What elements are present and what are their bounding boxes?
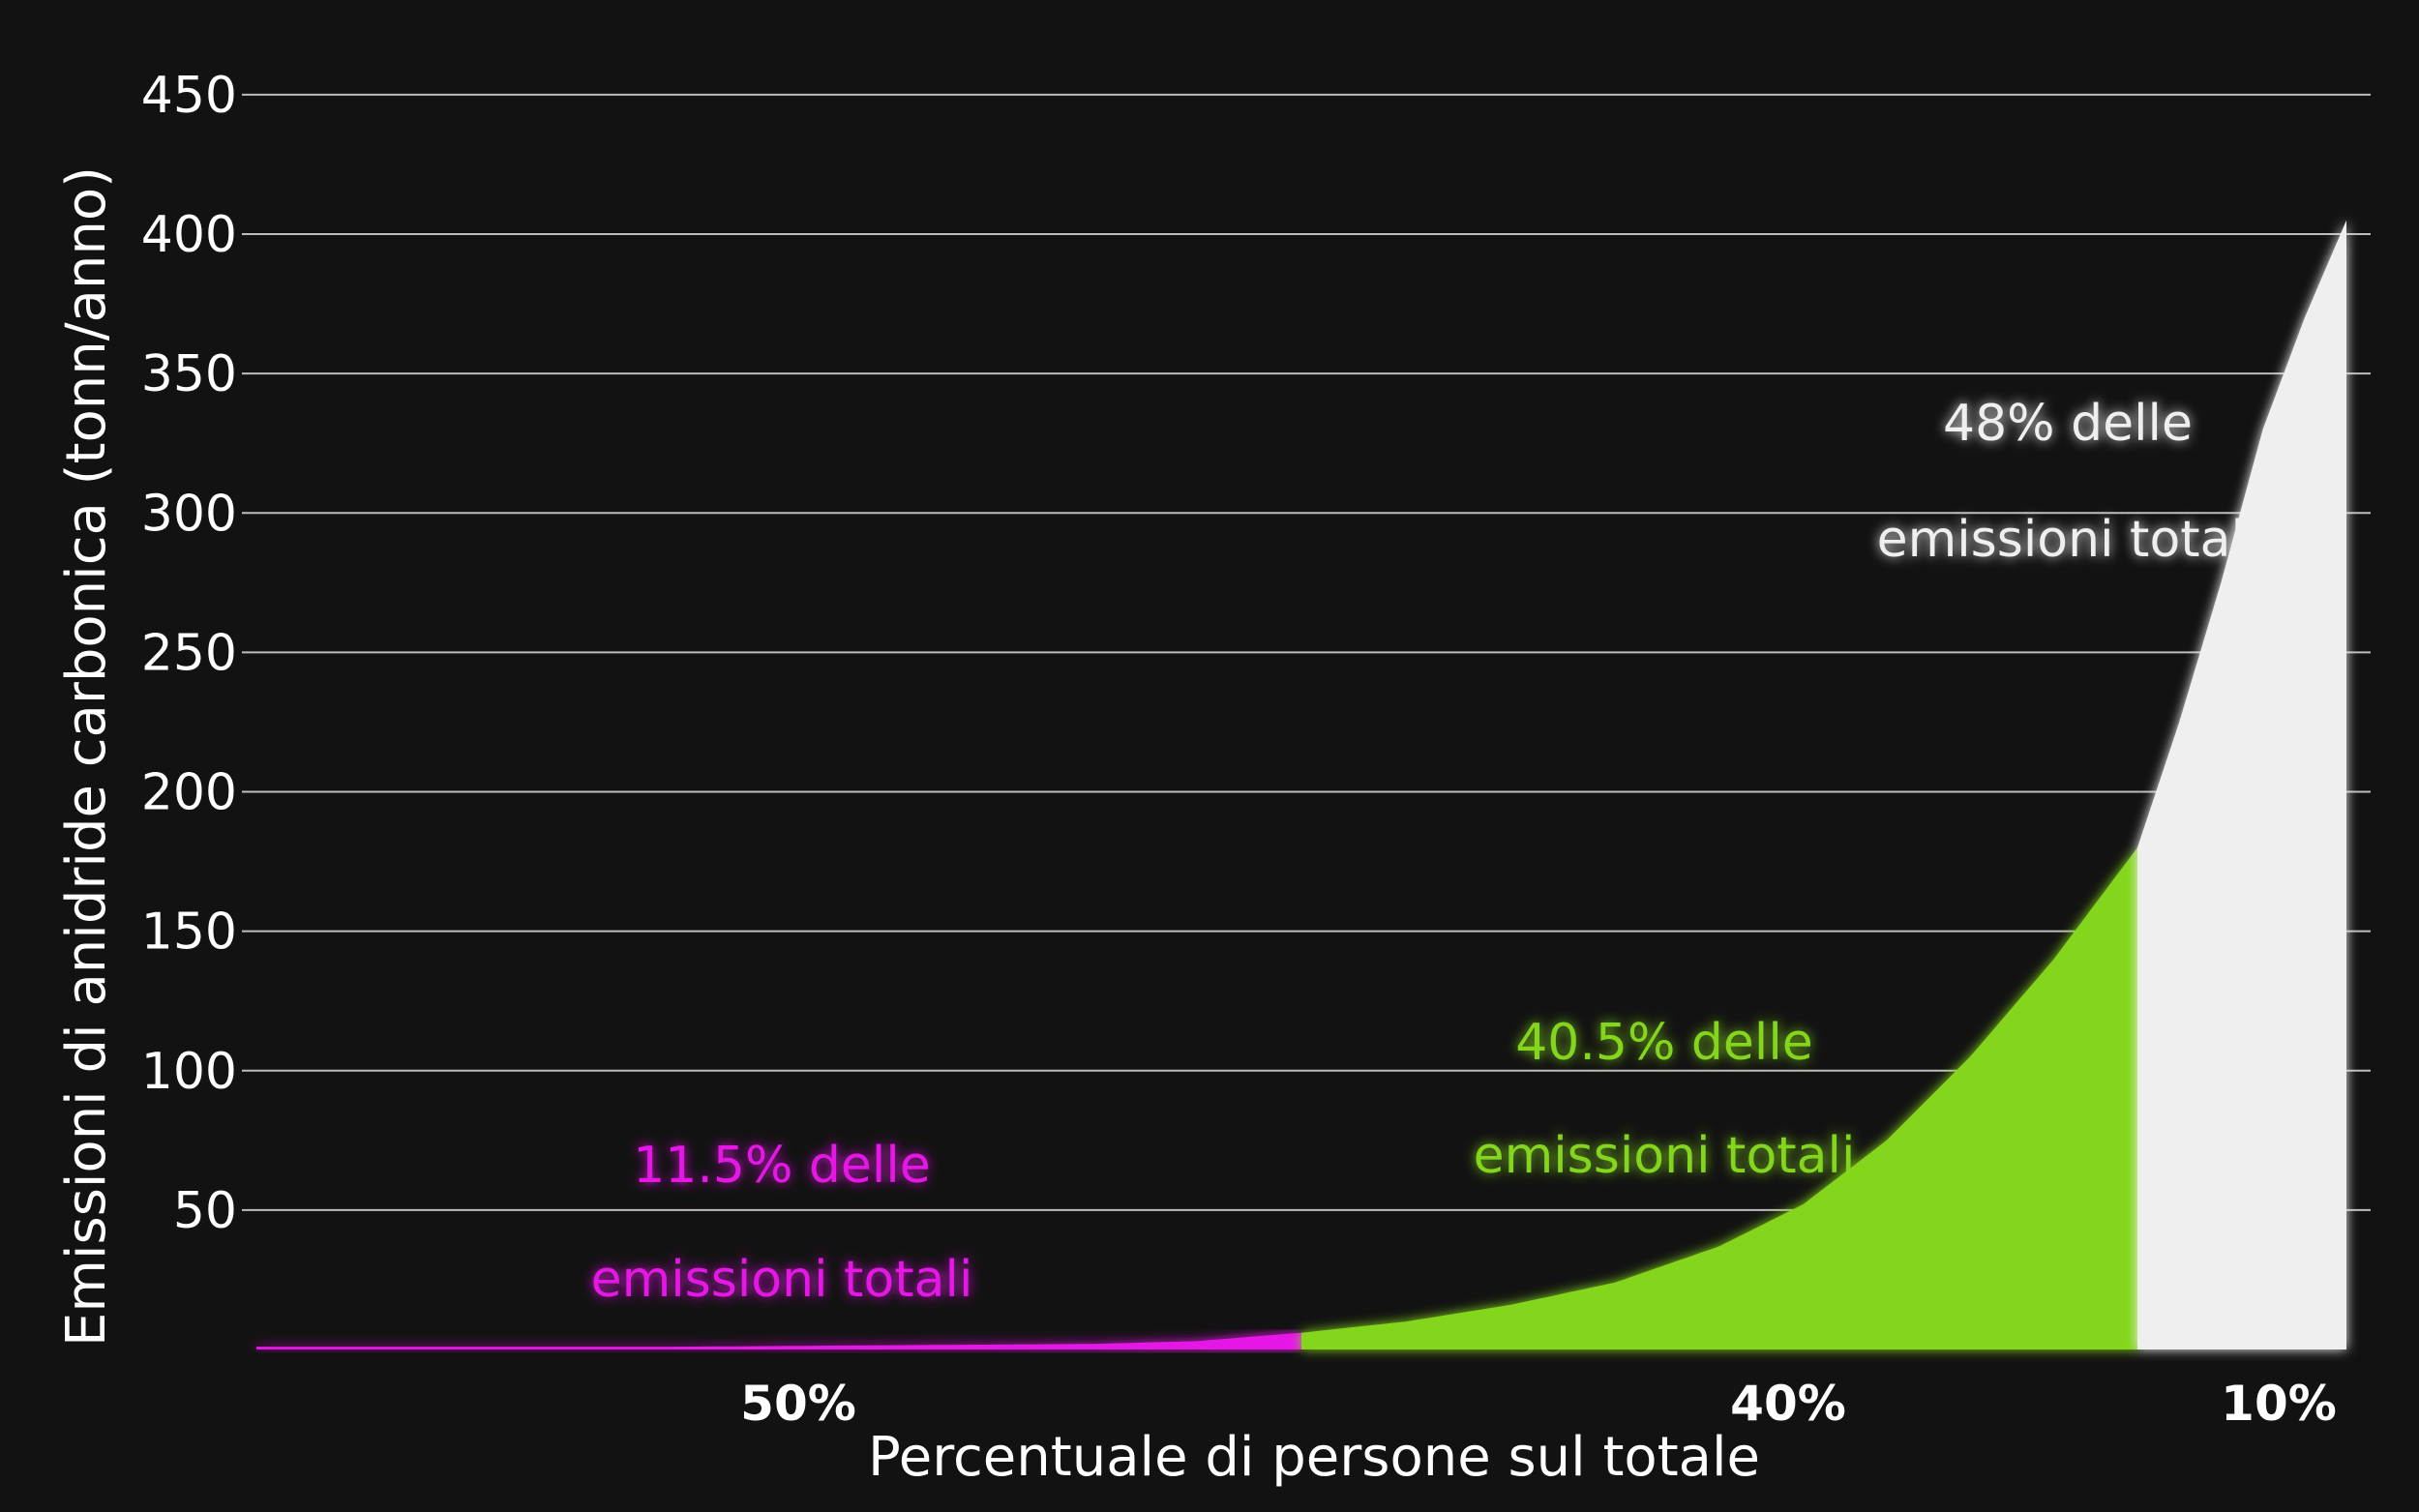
area-series — [256, 220, 2346, 1350]
y-tick-label: 50 — [173, 1182, 237, 1240]
segment-labels: 50% 40% 10% — [740, 1376, 2337, 1432]
y-tick-label: 200 — [141, 764, 237, 822]
gridlines — [242, 93, 2371, 1211]
area-segment-40pct — [1301, 847, 2137, 1349]
area-segment-10pct — [2137, 220, 2346, 1350]
segment-label: 10% — [2221, 1376, 2337, 1432]
annotation-caption: emissioni totali — [1877, 511, 2259, 569]
annotations: 11.5% delle emissioni totali 40.5% delle em… — [591, 395, 2259, 1309]
area-segment-50pct — [256, 1332, 1301, 1349]
annotation-share: 40.5% delle — [1515, 1014, 1813, 1072]
annotation-caption: emissioni totali — [1474, 1127, 1856, 1185]
y-tick-label: 450 — [141, 67, 237, 125]
y-tick-label: 250 — [141, 624, 237, 682]
segment-label: 40% — [1730, 1376, 1846, 1432]
y-tick-label: 100 — [141, 1043, 237, 1101]
segment-label: 50% — [740, 1376, 856, 1432]
y-tick-label: 300 — [141, 485, 237, 543]
annotation-share: 11.5% delle — [633, 1137, 931, 1195]
y-axis-ticks: 50 100 150 200 250 300 350 400 450 — [141, 67, 237, 1240]
annotation-caption: emissioni totali — [591, 1251, 973, 1309]
annotation-share: 48% delle — [1943, 395, 2193, 453]
y-tick-label: 350 — [141, 345, 237, 403]
y-axis-label: Emissioni di anidride carbonica (tonn/an… — [55, 166, 118, 1347]
y-tick-label: 400 — [141, 206, 237, 264]
y-tick-label: 150 — [141, 904, 237, 962]
x-axis-label: Percentuale di persone sul totale — [868, 1426, 1760, 1489]
